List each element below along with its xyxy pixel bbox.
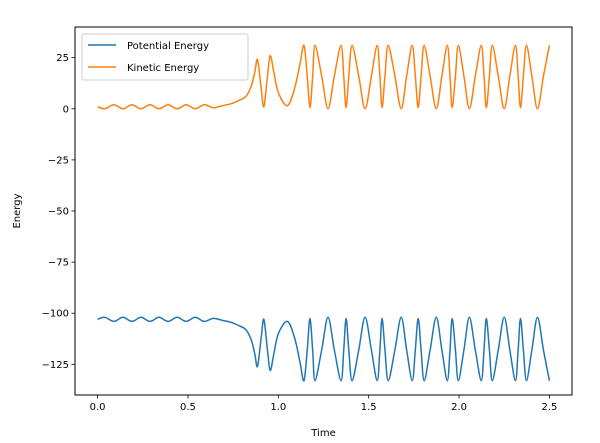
series-line-potential-energy [97,316,551,382]
x-tick-label: 0.5 [180,402,196,413]
series-line-kinetic-energy [97,44,551,110]
axes-frame [74,26,573,396]
legend: Potential Energy Kinetic Energy [81,33,249,81]
x-tick-label: 1.0 [270,402,286,413]
y-tick-label: −125 [42,360,69,371]
y-tick-label: −25 [48,155,69,166]
y-tick-label: −50 [48,207,69,218]
y-axis-ticks: 25 0 −25 −50 −75 −100 −125 [42,53,75,371]
x-axis-ticks: 0.0 0.5 1.0 1.5 2.0 2.5 [90,395,557,413]
y-tick-label: 25 [56,53,69,64]
legend-label-kinetic-energy: Kinetic Energy [127,63,199,74]
series-layer [97,44,551,382]
y-axis-label: Energy [12,193,23,228]
x-tick-label: 1.5 [361,402,377,413]
legend-frame [81,33,249,81]
x-tick-label: 2.5 [541,402,557,413]
x-tick-label: 2.0 [451,402,467,413]
x-tick-label: 0.0 [90,402,106,413]
y-tick-label: −75 [48,258,69,269]
y-tick-label: −100 [42,309,69,320]
x-axis-label: Time [310,428,335,439]
y-tick-label: 0 [63,104,69,115]
legend-label-potential-energy: Potential Energy [127,41,209,52]
